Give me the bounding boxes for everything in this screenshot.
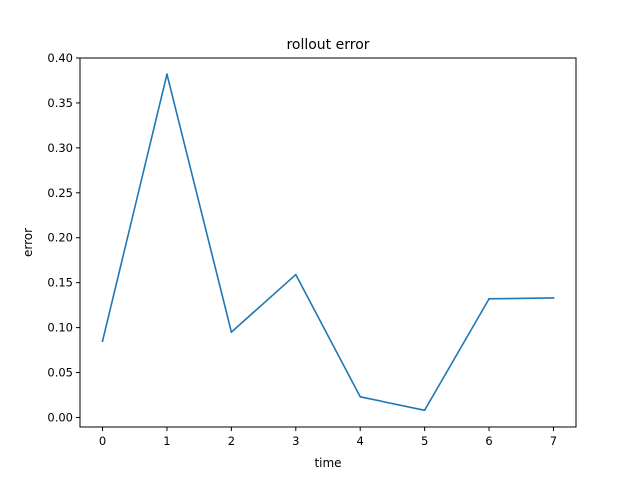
- y-tick-label: 0.35: [47, 96, 73, 110]
- series-group: [101, 73, 555, 412]
- x-tick-label: 1: [163, 434, 170, 448]
- y-tick-label: 0.05: [47, 366, 73, 380]
- x-tick-label: 5: [421, 434, 428, 448]
- x-tick-label: 4: [357, 434, 364, 448]
- data-point: [552, 297, 555, 299]
- data-point: [101, 340, 104, 342]
- y-tick-label: 0.25: [47, 186, 73, 200]
- data-point: [230, 331, 233, 333]
- data-point: [359, 396, 362, 398]
- data-point: [294, 273, 297, 276]
- y-tick-label: 0.10: [47, 321, 73, 335]
- y-axis-label: error: [21, 228, 35, 257]
- series-line: [101, 73, 555, 412]
- plot-frame: [79, 57, 577, 428]
- y-tick-label: 0.20: [47, 231, 73, 245]
- y-tick-label: 0.30: [47, 141, 73, 155]
- x-tick-label: 6: [485, 434, 492, 448]
- data-point: [166, 73, 168, 75]
- y-tick-label: 0.00: [47, 410, 73, 424]
- data-point: [423, 409, 426, 412]
- x-tick-label: 3: [292, 434, 299, 448]
- y-tick-label: 0.15: [47, 276, 73, 290]
- chart-title: rollout error: [286, 37, 369, 53]
- x-tick-label: 2: [228, 434, 235, 448]
- x-tick-label: 0: [99, 434, 106, 448]
- data-point: [488, 298, 490, 300]
- axis-ticks: 0 1 2 3 4 5 6 7 0.00 0.05 0.10 0.15 0.20 0.25 0.30 0.35…: [47, 51, 557, 448]
- x-axis-label: time: [314, 456, 341, 470]
- y-tick-label: 0.40: [47, 51, 73, 65]
- x-tick-label: 7: [550, 434, 557, 448]
